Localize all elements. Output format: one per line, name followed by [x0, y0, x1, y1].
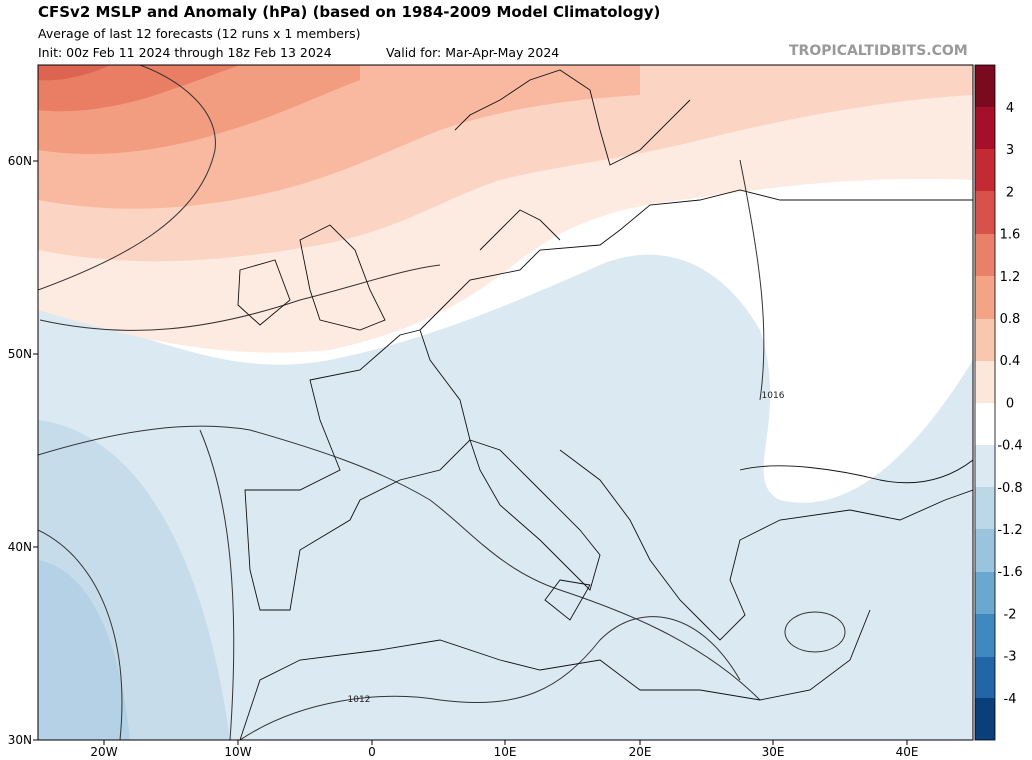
colorbar-label: 2	[1006, 185, 1014, 200]
colorbar-label: -3	[1004, 650, 1017, 665]
colorbar-label: 1.6	[1000, 228, 1021, 243]
colorbar-label: -1.6	[997, 565, 1022, 580]
contour-label: 1016	[762, 391, 785, 401]
lat-label: 40N	[8, 540, 32, 554]
brand: TROPICALTIDBITS.COM	[789, 43, 968, 59]
lat-label: 50N	[8, 347, 32, 361]
lon-label: 10W	[224, 745, 251, 759]
colorbar-label: 1.2	[1000, 270, 1021, 285]
anomaly-fill	[38, 65, 973, 740]
lon-label: 40E	[896, 745, 919, 759]
lat-label: 60N	[8, 154, 32, 168]
colorbar-label: 0	[1006, 396, 1014, 411]
colorbar-label: 4	[1006, 101, 1014, 116]
lon-label: 10E	[494, 745, 517, 759]
colorbar-label: -1.2	[997, 523, 1022, 538]
colorbar-label: 0.4	[1000, 354, 1021, 369]
lon-label: 20E	[629, 745, 652, 759]
init-time: Init: 00z Feb 11 2024 through 18z Feb 13…	[38, 45, 332, 60]
colorbar-label: -2	[1004, 607, 1017, 622]
colorbar-label: 3	[1006, 143, 1014, 158]
valid-time: Valid for: Mar-Apr-May 2024	[386, 45, 560, 60]
lon-label: 20W	[90, 745, 117, 759]
lat-label: 30N	[8, 733, 32, 747]
lon-label: 30E	[762, 745, 785, 759]
lon-label: 0	[368, 745, 376, 759]
title: CFSv2 MSLP and Anomaly (hPa) (based on 1…	[38, 3, 661, 21]
colorbar-label: -0.8	[997, 481, 1022, 496]
colorbar-label: 0.8	[1000, 312, 1021, 327]
subtitle: Average of last 12 forecasts (12 runs x …	[38, 26, 361, 41]
coastlines	[237, 69, 973, 740]
colorbar	[974, 64, 996, 741]
colorbar-label: -4	[1004, 692, 1017, 707]
colorbar-label: -0.4	[997, 439, 1022, 454]
contour-label: 1012	[348, 695, 371, 705]
